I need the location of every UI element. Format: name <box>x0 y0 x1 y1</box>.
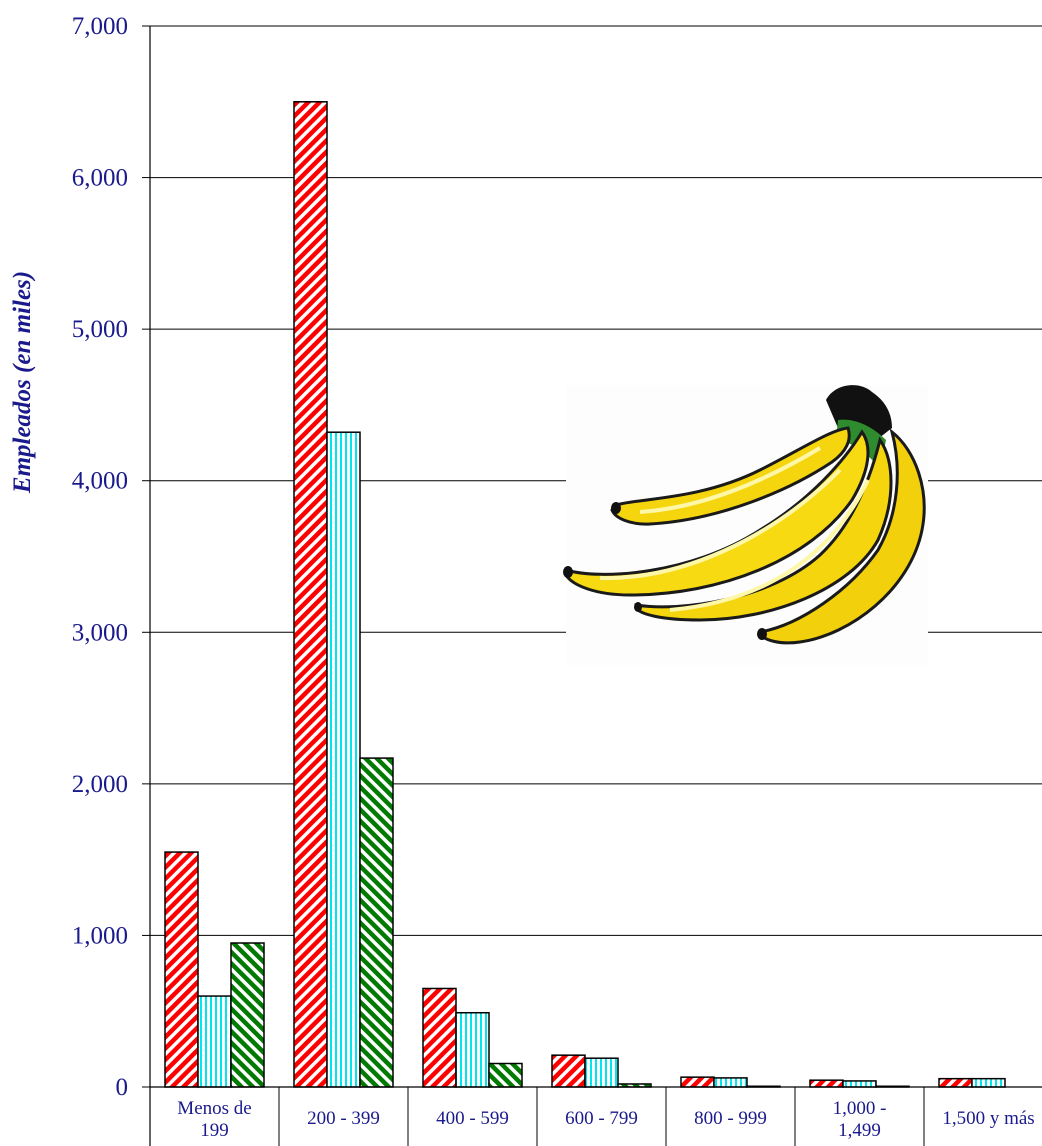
x-tick-label: Menos de 199 <box>177 1098 251 1141</box>
x-tick-label: 200 - 399 <box>307 1108 380 1129</box>
x-tick-label: 1,500 y más <box>942 1108 1034 1129</box>
bar-series-3-cat-2 <box>359 757 394 1088</box>
bar-series-1-cat-7 <box>938 1077 973 1088</box>
bar-series-2-cat-2 <box>326 431 361 1088</box>
x-tick-labels: Menos de 199 200 - 399 400 - 599 600 - 799 80… <box>177 1098 1034 1141</box>
bar-series-2-cat-5 <box>713 1077 748 1088</box>
bar-series-2-cat-4 <box>584 1057 619 1088</box>
y-tick-label: 0 <box>116 1074 129 1101</box>
y-tick-label: 2,000 <box>72 771 128 798</box>
banana-bunch-image <box>563 385 928 665</box>
bar-series-1-cat-3 <box>422 987 457 1088</box>
bar-series-2-cat-1 <box>197 995 232 1088</box>
bar-series-3-cat-1 <box>230 942 265 1088</box>
x-tick-label: 400 - 599 <box>436 1108 509 1129</box>
bar-series-1-cat-6 <box>809 1079 844 1088</box>
axes <box>142 25 1042 1146</box>
y-axis-label: Empleados (en miles) <box>9 271 36 494</box>
bar-series-1-cat-1 <box>164 851 199 1088</box>
bar-series-1-cat-5 <box>680 1076 715 1088</box>
bar-series-3-cat-3 <box>488 1062 523 1088</box>
bar-series-2-cat-7 <box>971 1077 1006 1088</box>
x-tick-label: 1,000 -1,499 <box>833 1098 887 1141</box>
bar-series-1-cat-2 <box>293 101 328 1088</box>
bars <box>164 101 1006 1088</box>
x-tick-label: 600 - 799 <box>565 1108 638 1129</box>
bar-series-1-cat-4 <box>551 1054 586 1088</box>
bar-series-2-cat-3 <box>455 1011 490 1088</box>
y-tick-label: 7,000 <box>72 13 128 40</box>
x-tick-label: 800 - 999 <box>694 1108 767 1129</box>
y-tick-label: 1,000 <box>72 922 128 949</box>
y-tick-labels: 0 1,000 2,000 3,000 4,000 5,000 6,000 7,000 <box>72 13 128 1101</box>
y-tick-label: 6,000 <box>72 165 128 192</box>
y-tick-label: 4,000 <box>72 468 128 495</box>
y-tick-label: 5,000 <box>72 316 128 343</box>
y-tick-label: 3,000 <box>72 619 128 646</box>
bar-series-2-cat-6 <box>842 1080 877 1088</box>
